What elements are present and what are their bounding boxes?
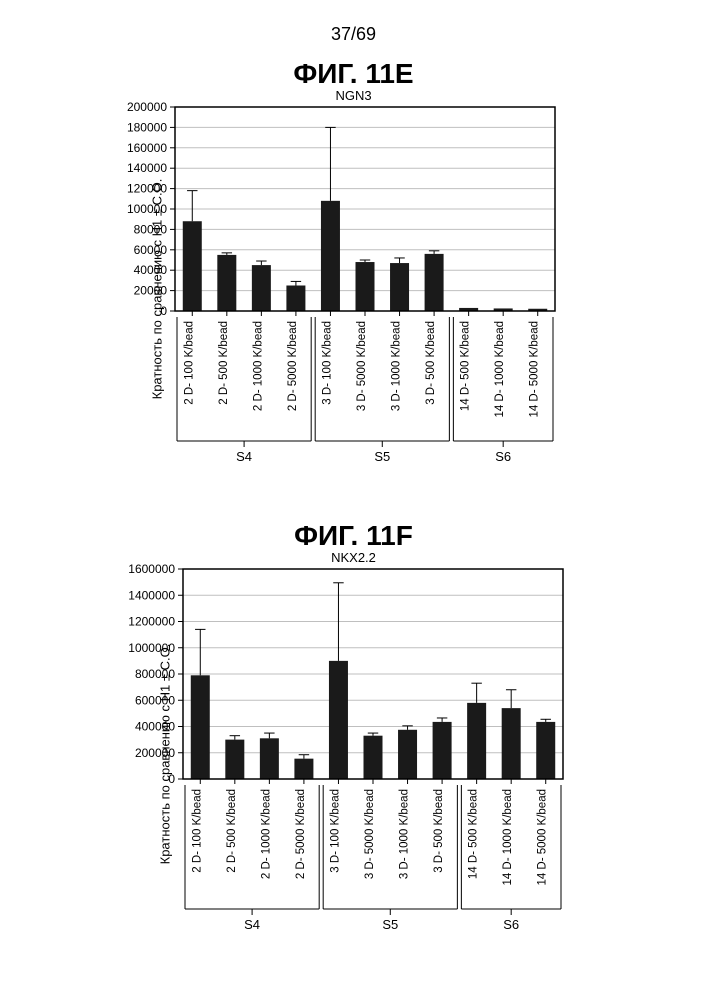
svg-text:14 D- 5000 K/bead: 14 D- 5000 K/bead xyxy=(529,321,541,418)
svg-text:2 D- 100 K/bead: 2 D- 100 K/bead xyxy=(183,321,195,405)
chart-subtitle: NGN3 xyxy=(0,88,707,103)
svg-text:3 D- 100 K/bead: 3 D- 100 K/bead xyxy=(329,789,341,873)
bar xyxy=(502,708,521,779)
svg-text:3 D- 100 K/bead: 3 D- 100 K/bead xyxy=(321,321,333,405)
svg-text:1600000: 1600000 xyxy=(128,562,175,576)
svg-text:3 D- 5000 K/bead: 3 D- 5000 K/bead xyxy=(364,789,376,879)
bar xyxy=(321,201,340,311)
bar xyxy=(294,759,313,779)
svg-text:1200000: 1200000 xyxy=(128,615,175,629)
figure-title: ФИГ. 11E xyxy=(0,58,707,90)
svg-text:2 D- 100 K/bead: 2 D- 100 K/bead xyxy=(191,789,203,873)
figure-11e-block: ФИГ. 11E NGN3 Кратность по сравнению с H… xyxy=(0,58,707,471)
svg-text:S5: S5 xyxy=(382,917,398,932)
bar xyxy=(217,255,236,311)
svg-text:3 D- 5000 K/bead: 3 D- 5000 K/bead xyxy=(356,321,368,411)
bar xyxy=(433,722,452,779)
svg-text:200000: 200000 xyxy=(127,100,167,114)
bar xyxy=(356,262,375,311)
svg-text:S6: S6 xyxy=(503,917,519,932)
svg-text:14 D- 5000 K/bead: 14 D- 5000 K/bead xyxy=(537,789,549,886)
svg-text:2 D- 5000 K/bead: 2 D- 5000 K/bead xyxy=(287,321,299,411)
figure-11f-block: ФИГ. 11F NKX2.2 Кратность по сравнению с… xyxy=(0,520,707,939)
bar xyxy=(252,265,271,311)
bar xyxy=(467,703,486,779)
svg-text:1400000: 1400000 xyxy=(128,588,175,602)
svg-text:14 D- 500 K/bead: 14 D- 500 K/bead xyxy=(460,321,472,411)
bar xyxy=(425,254,444,311)
svg-text:3 D- 500 K/bead: 3 D- 500 K/bead xyxy=(425,321,437,405)
svg-text:2 D- 1000 K/bead: 2 D- 1000 K/bead xyxy=(252,321,264,411)
svg-text:2 D- 500 K/bead: 2 D- 500 K/bead xyxy=(226,789,238,873)
svg-text:14 D- 1000 K/bead: 14 D- 1000 K/bead xyxy=(494,321,506,418)
svg-text:2 D- 1000 K/bead: 2 D- 1000 K/bead xyxy=(260,789,272,879)
svg-text:S6: S6 xyxy=(495,449,511,464)
svg-text:3 D- 1000 K/bead: 3 D- 1000 K/bead xyxy=(391,321,403,411)
svg-text:S4: S4 xyxy=(244,917,260,932)
svg-text:14 D- 1000 K/bead: 14 D- 1000 K/bead xyxy=(502,789,514,886)
bar xyxy=(364,736,383,779)
bar xyxy=(286,286,305,312)
bar xyxy=(183,221,202,311)
svg-text:180000: 180000 xyxy=(127,120,167,134)
svg-text:S5: S5 xyxy=(374,449,390,464)
bar xyxy=(329,661,348,779)
bar xyxy=(536,722,555,779)
chart-holder: Кратность по сравнению с H1 ± С.О. 02000… xyxy=(183,569,563,939)
svg-text:140000: 140000 xyxy=(127,161,167,175)
bar-chart: 0200004000060000800001000001200001400001… xyxy=(175,107,555,471)
bar xyxy=(191,675,210,779)
y-axis-label: Кратность по сравнению с H1 ± С.О. xyxy=(150,179,165,400)
svg-text:2 D- 5000 K/bead: 2 D- 5000 K/bead xyxy=(295,789,307,879)
y-axis-label: Кратность по сравнению с H1 ± С.О. xyxy=(158,644,173,865)
bar xyxy=(260,738,279,779)
svg-text:160000: 160000 xyxy=(127,141,167,155)
svg-text:14 D- 500 K/bead: 14 D- 500 K/bead xyxy=(468,789,480,879)
bar xyxy=(225,740,244,779)
chart-holder: Кратность по сравнению с H1 ± С.О. 02000… xyxy=(175,107,555,471)
bar-chart: 0200000400000600000800000100000012000001… xyxy=(183,569,563,939)
page-number: 37/69 xyxy=(0,24,707,45)
bar xyxy=(398,730,417,779)
chart-subtitle: NKX2.2 xyxy=(0,550,707,565)
svg-text:3 D- 1000 K/bead: 3 D- 1000 K/bead xyxy=(399,789,411,879)
svg-text:3 D- 500 K/bead: 3 D- 500 K/bead xyxy=(433,789,445,873)
figure-title: ФИГ. 11F xyxy=(0,520,707,552)
bar xyxy=(390,263,409,311)
svg-text:S4: S4 xyxy=(236,449,252,464)
svg-text:2 D- 500 K/bead: 2 D- 500 K/bead xyxy=(218,321,230,405)
